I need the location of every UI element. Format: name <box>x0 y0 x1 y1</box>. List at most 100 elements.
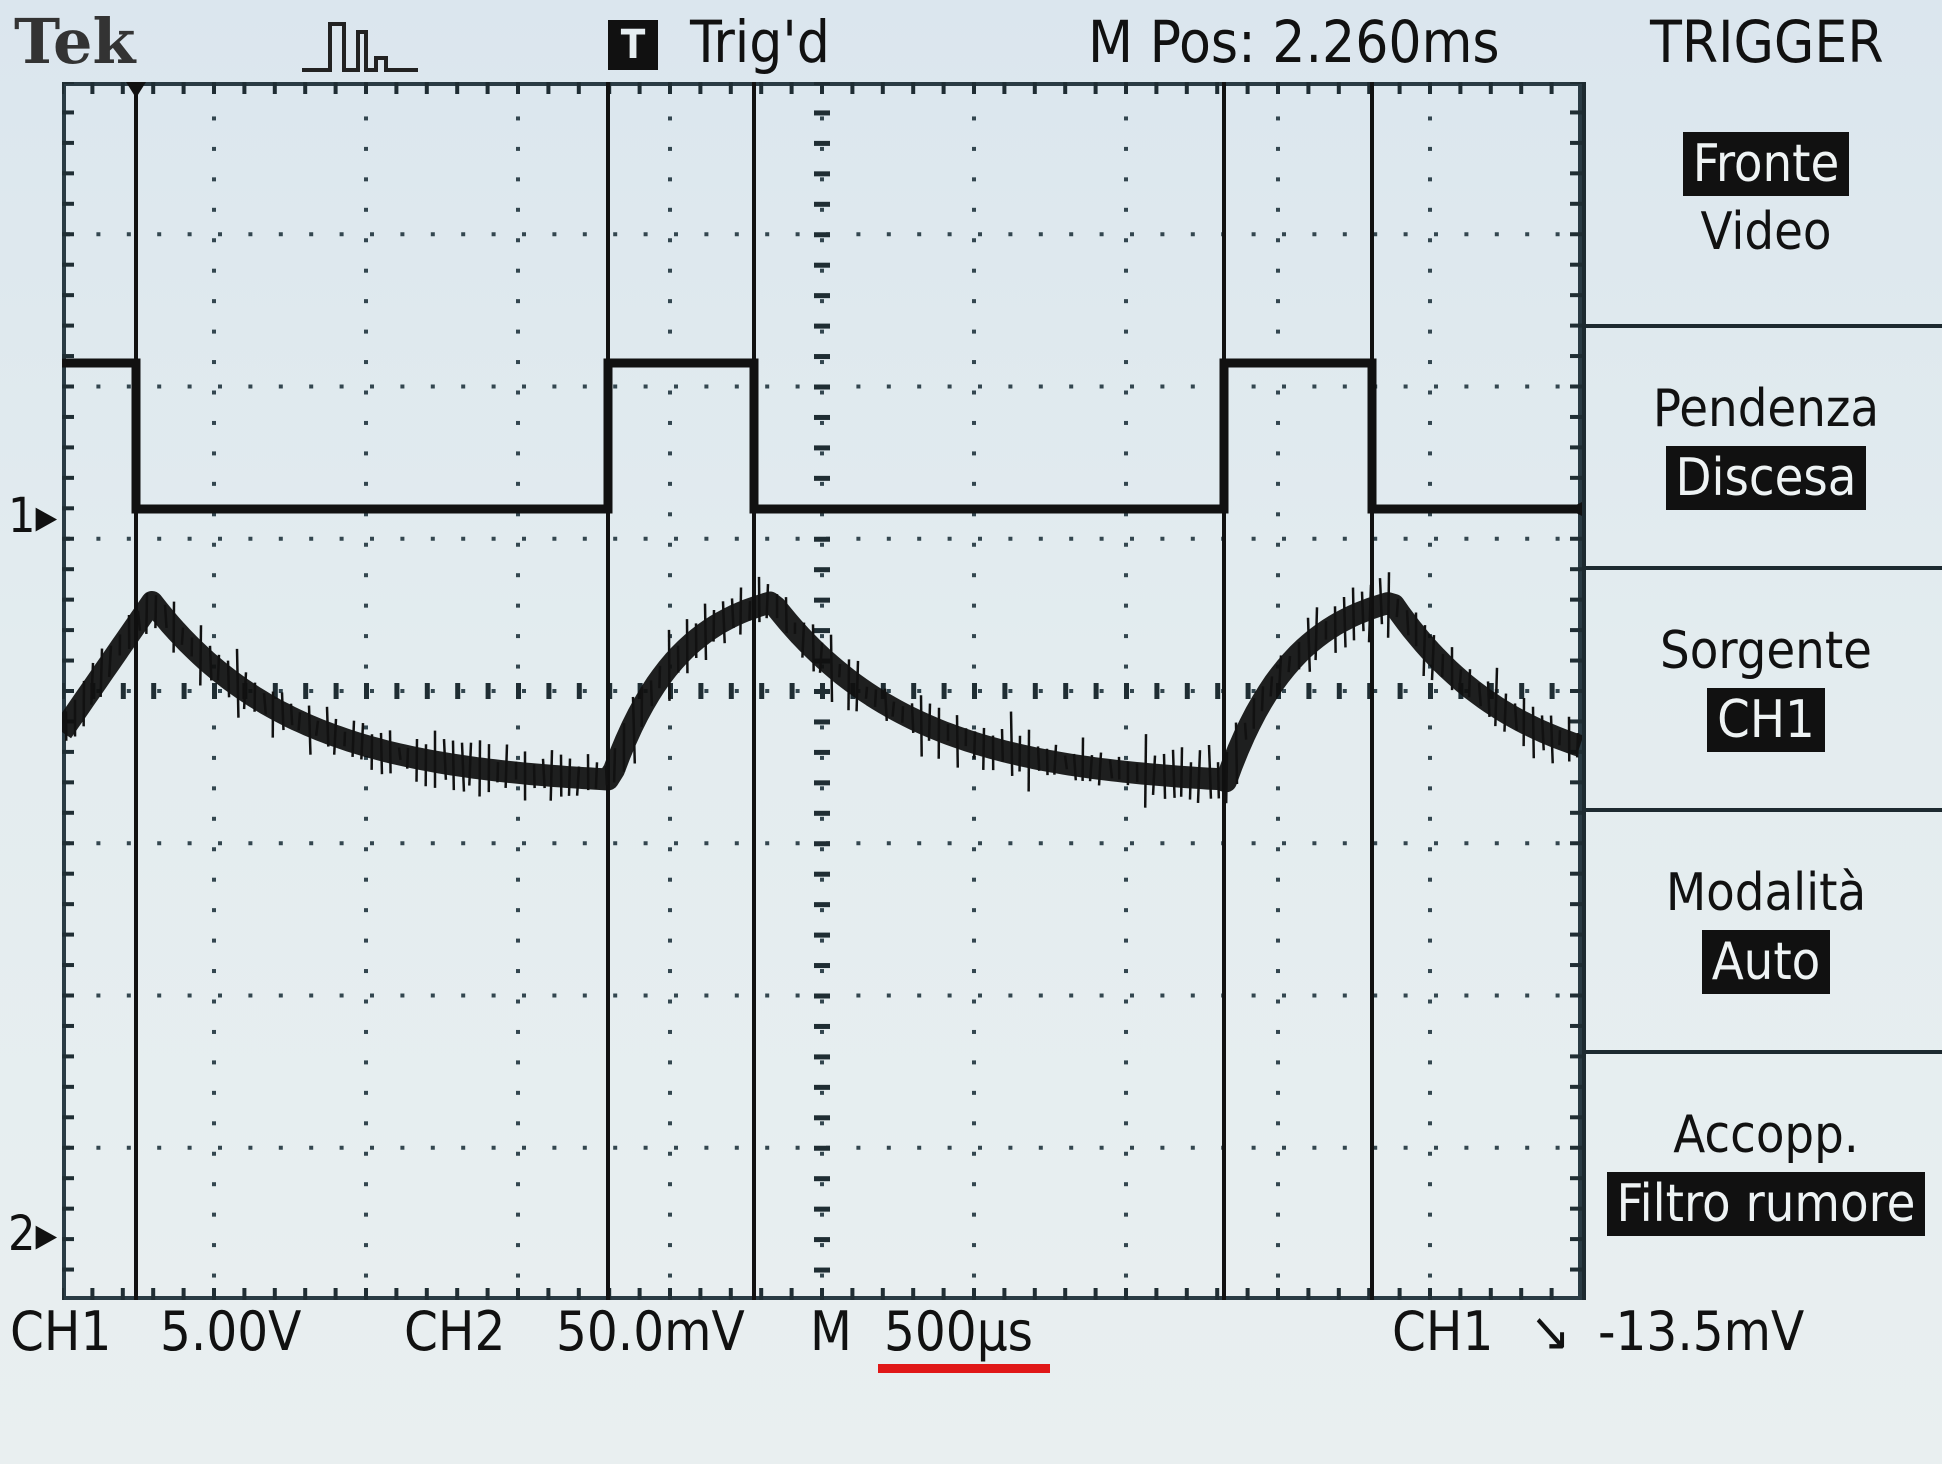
grid-dot <box>1428 938 1432 943</box>
edge-tick <box>1570 1084 1582 1089</box>
grid-dot <box>1428 1182 1432 1187</box>
noise-spike <box>297 712 302 731</box>
grid-dot <box>1428 1243 1432 1248</box>
noise-spike <box>1540 715 1545 751</box>
edge-tick <box>1488 82 1493 94</box>
grid-dot <box>972 268 976 273</box>
grid-dot <box>1124 1182 1128 1187</box>
edge-tick <box>303 82 308 94</box>
grid-dot <box>212 512 216 517</box>
grid-dot <box>516 603 520 608</box>
grid-dot <box>126 232 131 237</box>
center-tick <box>814 1267 830 1273</box>
edge-tick <box>911 82 916 94</box>
center-tick <box>814 871 830 877</box>
grid-dot <box>820 360 824 365</box>
ch2-label: CH2 <box>404 1300 506 1363</box>
grid-dot <box>972 969 976 974</box>
menu-item-fronte[interactable]: Fronte Video <box>1586 82 1942 328</box>
grid-dot <box>1008 689 1013 693</box>
grid-dot <box>370 384 374 389</box>
noise-spike <box>1314 607 1319 661</box>
noise-spike <box>927 703 932 741</box>
noise-spike <box>442 738 448 780</box>
grid-dot <box>972 603 976 608</box>
edge-tick <box>62 780 74 785</box>
edge-tick <box>1570 1176 1582 1181</box>
grid-dot <box>364 725 368 730</box>
grid-dot <box>795 536 800 541</box>
grid-dot <box>157 384 162 389</box>
timebase-label: M <box>810 1300 852 1363</box>
grid-dot <box>461 1145 466 1150</box>
noise-spike <box>1036 746 1041 771</box>
edge-tick <box>62 171 74 176</box>
grid-dot <box>1124 146 1128 151</box>
grid-dot <box>364 146 368 151</box>
grid-dot <box>364 1151 368 1156</box>
grid-dot <box>1251 536 1256 541</box>
center-tick <box>814 841 830 847</box>
grid-dot <box>668 1121 672 1126</box>
grid-dot <box>1124 390 1128 395</box>
grid-dot <box>1130 384 1134 389</box>
noise-spike <box>468 742 473 786</box>
edge-tick <box>62 293 74 298</box>
menu-item-modalita[interactable]: Modalità Auto <box>1586 808 1942 1054</box>
edge-tick <box>394 1288 399 1300</box>
grid-dot <box>1373 689 1378 693</box>
grid-dot <box>704 841 709 846</box>
menu-item-accopp[interactable]: Accopp. Filtro rumore <box>1586 1050 1942 1300</box>
noise-spike <box>1405 610 1410 636</box>
grid-dot <box>248 384 253 389</box>
noise-spike <box>1179 747 1184 797</box>
edge-tick <box>62 262 74 267</box>
grid-dot <box>1008 993 1013 998</box>
grid-dot <box>212 725 216 730</box>
ch2-ground-marker: 2▸ <box>8 1206 58 1262</box>
grid-dot <box>187 536 192 541</box>
grid-dot <box>668 603 672 608</box>
noise-spike <box>343 731 347 747</box>
edge-tick <box>62 506 74 511</box>
grid-dot <box>1276 451 1280 456</box>
grid-dot <box>1099 689 1104 693</box>
grid-dot <box>212 847 216 852</box>
grid-dot <box>516 207 520 212</box>
grid-dot <box>1342 841 1347 846</box>
grid-dot <box>491 689 496 693</box>
grid-dot <box>461 689 466 693</box>
menu-item-sorgente[interactable]: Sorgente CH1 <box>1586 566 1942 812</box>
grid-dot <box>516 1029 520 1034</box>
grid-dot <box>668 116 672 121</box>
menu-item-pendenza[interactable]: Pendenza Discesa <box>1586 324 1942 570</box>
center-tick <box>1519 683 1525 699</box>
edge-tick <box>1336 1288 1341 1300</box>
edge-tick <box>1570 993 1582 998</box>
grid-dot <box>212 1182 216 1187</box>
grid-dot <box>370 232 374 237</box>
noise-spike <box>1467 669 1472 698</box>
grid-dot <box>364 1273 368 1278</box>
noise-spike <box>405 747 410 769</box>
grid-dot <box>339 993 344 998</box>
edge-tick <box>151 1288 156 1300</box>
grid-dot <box>1494 232 1499 237</box>
edge-tick <box>1570 1145 1582 1150</box>
grid-dot <box>734 689 739 693</box>
noise-spike <box>226 660 231 698</box>
grid-dot <box>972 999 976 1004</box>
grid-dot <box>430 384 435 389</box>
grid-dot <box>917 689 922 693</box>
grid-dot <box>1124 329 1128 334</box>
grid-dot <box>339 689 344 693</box>
grid-dot <box>1276 207 1280 212</box>
grid-dot <box>516 908 520 913</box>
grid-dot <box>1312 384 1317 389</box>
noise-spike <box>748 601 752 621</box>
grid-dot <box>972 1151 976 1156</box>
grid-dot <box>668 938 672 943</box>
grid-dot <box>1342 384 1347 389</box>
grid-dot <box>947 384 952 389</box>
center-tick <box>814 110 830 116</box>
